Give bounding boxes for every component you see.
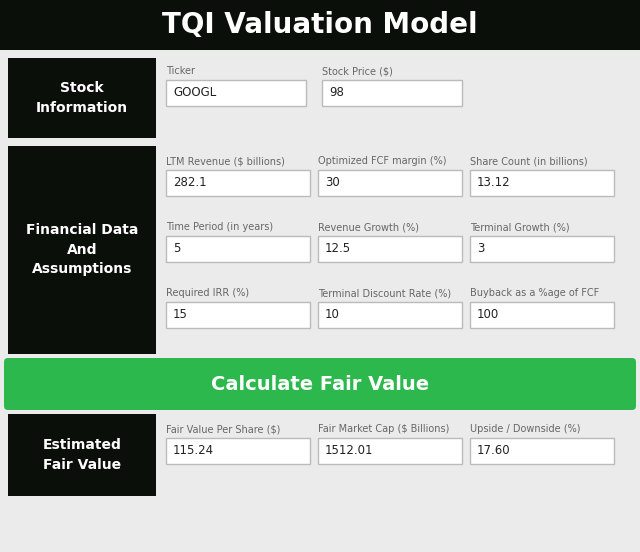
Text: TQI Valuation Model: TQI Valuation Model bbox=[162, 11, 478, 39]
FancyBboxPatch shape bbox=[8, 414, 156, 496]
Text: Financial Data
And
Assumptions: Financial Data And Assumptions bbox=[26, 224, 138, 277]
FancyBboxPatch shape bbox=[318, 236, 462, 262]
Text: Ticker: Ticker bbox=[166, 66, 195, 76]
Text: Time Period (in years): Time Period (in years) bbox=[166, 222, 273, 232]
FancyBboxPatch shape bbox=[166, 438, 310, 464]
Text: Buyback as a %age of FCF: Buyback as a %age of FCF bbox=[470, 288, 599, 298]
FancyBboxPatch shape bbox=[470, 236, 614, 262]
Text: Stock Price ($): Stock Price ($) bbox=[322, 66, 393, 76]
FancyBboxPatch shape bbox=[166, 170, 310, 196]
FancyBboxPatch shape bbox=[166, 236, 310, 262]
FancyBboxPatch shape bbox=[470, 170, 614, 196]
FancyBboxPatch shape bbox=[0, 0, 640, 50]
Text: Calculate Fair Value: Calculate Fair Value bbox=[211, 374, 429, 394]
Text: GOOGL: GOOGL bbox=[173, 87, 216, 99]
Text: 98: 98 bbox=[329, 87, 344, 99]
Text: Share Count (in billions): Share Count (in billions) bbox=[470, 156, 588, 166]
Text: 15: 15 bbox=[173, 309, 188, 321]
Text: 10: 10 bbox=[325, 309, 340, 321]
Text: 13.12: 13.12 bbox=[477, 177, 511, 189]
Text: LTM Revenue ($ billions): LTM Revenue ($ billions) bbox=[166, 156, 285, 166]
Text: 282.1: 282.1 bbox=[173, 177, 207, 189]
FancyBboxPatch shape bbox=[4, 358, 636, 410]
FancyBboxPatch shape bbox=[8, 58, 156, 138]
Text: 115.24: 115.24 bbox=[173, 444, 214, 458]
Text: 1512.01: 1512.01 bbox=[325, 444, 374, 458]
Text: Revenue Growth (%): Revenue Growth (%) bbox=[318, 222, 419, 232]
Text: Estimated
Fair Value: Estimated Fair Value bbox=[43, 438, 122, 472]
Text: Fair Value Per Share ($): Fair Value Per Share ($) bbox=[166, 424, 280, 434]
FancyBboxPatch shape bbox=[318, 170, 462, 196]
Text: 3: 3 bbox=[477, 242, 484, 256]
Text: Fair Market Cap ($ Billions): Fair Market Cap ($ Billions) bbox=[318, 424, 449, 434]
Text: 5: 5 bbox=[173, 242, 180, 256]
Text: Terminal Discount Rate (%): Terminal Discount Rate (%) bbox=[318, 288, 451, 298]
FancyBboxPatch shape bbox=[166, 302, 310, 328]
Text: 100: 100 bbox=[477, 309, 499, 321]
FancyBboxPatch shape bbox=[318, 438, 462, 464]
Text: Upside / Downside (%): Upside / Downside (%) bbox=[470, 424, 580, 434]
Text: Required IRR (%): Required IRR (%) bbox=[166, 288, 249, 298]
FancyBboxPatch shape bbox=[318, 302, 462, 328]
FancyBboxPatch shape bbox=[322, 80, 462, 106]
FancyBboxPatch shape bbox=[470, 438, 614, 464]
Text: 30: 30 bbox=[325, 177, 340, 189]
FancyBboxPatch shape bbox=[470, 302, 614, 328]
Text: 12.5: 12.5 bbox=[325, 242, 351, 256]
Text: Terminal Growth (%): Terminal Growth (%) bbox=[470, 222, 570, 232]
FancyBboxPatch shape bbox=[8, 146, 156, 354]
Text: Stock
Information: Stock Information bbox=[36, 81, 128, 115]
Text: Optimized FCF margin (%): Optimized FCF margin (%) bbox=[318, 156, 447, 166]
FancyBboxPatch shape bbox=[166, 80, 306, 106]
Text: 17.60: 17.60 bbox=[477, 444, 511, 458]
